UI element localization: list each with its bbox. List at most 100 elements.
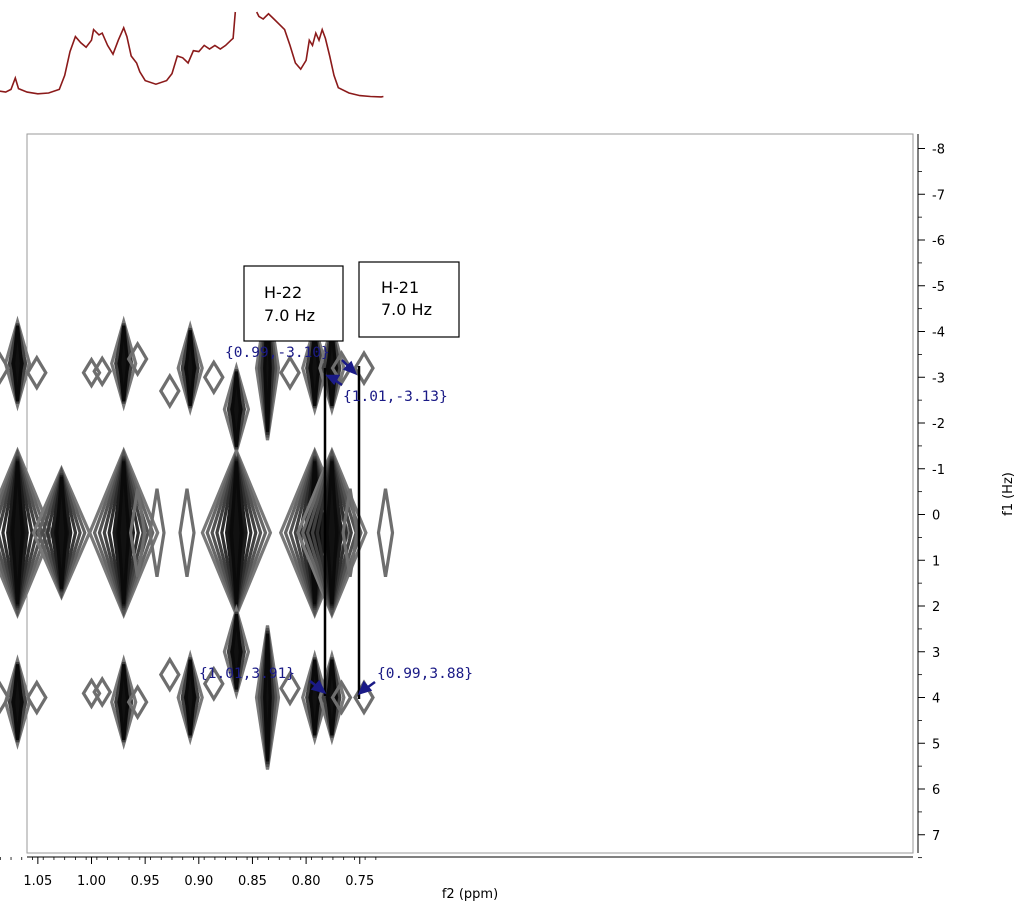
h21-label-box [358,261,460,338]
y-tick-label: -5 [932,280,945,295]
contour-ring [202,359,225,396]
assignment-overlay: H-22 7.0 Hz H-21 7.0 Hz {0.99,-3.10} {1.… [199,261,473,699]
contour-peak [257,298,278,438]
contour-multiplet [11,325,24,402]
y-tick-label: 1 [932,554,940,569]
contour-ring [126,684,149,721]
contour-multiplet [301,320,329,416]
contour-ring [330,679,353,716]
contour-ring [25,354,48,391]
contour-peak [92,675,113,709]
contour-peak [117,461,131,605]
y-tick-label: 3 [932,646,940,661]
contour-ring [178,488,196,578]
contour-multiplet [301,649,329,746]
contour-multiplet [3,654,32,750]
y-tick-label: 6 [932,783,940,798]
contour-multiplet [176,649,204,746]
contour-ring [376,488,395,578]
contour-ring [330,349,353,387]
y-tick-label: 5 [932,737,940,752]
y-tick-label: -8 [932,143,945,158]
contour-peak [1,457,34,609]
contour-ring [0,351,11,385]
y-tick-label: 2 [932,600,940,615]
contour-peak [10,461,24,605]
contour-ring [158,656,181,693]
contour-peak [315,457,349,609]
contour-ring [353,349,375,387]
plot-frame [26,133,914,854]
contour-peak [45,473,78,593]
x-tick-label: 1.00 [77,874,106,889]
y-tick-label: 0 [932,509,940,524]
contour-ring [279,354,301,391]
contour-peak [41,466,82,600]
x-tick-label: 0.75 [345,874,374,889]
x-tick-label: 0.90 [184,874,213,889]
contour-peak [107,457,140,609]
contour-multiplet [222,361,251,458]
contour-peak [0,455,39,610]
contour-multiplet [184,659,196,736]
contour-multiplet [230,371,243,448]
y-tick-label: -6 [932,234,945,249]
y-axis-title: f1 (Hz) [1001,472,1016,516]
contour-multiplet [309,330,321,407]
contour-peak [92,355,113,388]
annotation-3: {1.01,3.91} [199,666,295,682]
contour-ring [128,488,147,578]
contour-multiplet [110,315,138,412]
contour-peak [55,476,68,589]
contour-ring [279,670,301,707]
y-tick-label: 7 [932,829,940,844]
contour-multiplet [11,664,24,741]
contour-peak [254,625,281,770]
h22-label-box [243,265,344,342]
contour-multiplet [118,664,130,741]
annotation-4: {0.99,3.88} [377,666,473,682]
contour-peak [257,628,278,767]
contour-ring [148,488,166,578]
y-tick-label: -1 [932,463,945,478]
h21-label: H-21 [381,278,419,297]
h22-coupling-label: 7.0 Hz [264,306,315,325]
contour-peak [325,461,339,605]
annotation-arrows [309,359,376,695]
annot-arrowhead-1 [342,360,358,376]
contour-plot [0,295,395,770]
contour-peak [254,295,281,441]
contour-peak [263,633,272,762]
contour-multiplet [318,320,346,416]
y-tick-label: -2 [932,417,945,432]
contour-ring [25,679,48,716]
y-tick-label: -4 [932,326,945,341]
contour-peak [0,448,44,617]
annot-arrowhead-2 [325,374,341,386]
annotation-1: {0.99,-3.10} [225,345,330,361]
contour-ring [158,372,181,410]
contour-multiplet [110,654,138,750]
contour-multiplet [184,330,196,407]
contour-ring [341,488,359,578]
y-tick-label: -7 [932,188,945,203]
annotation-2: {1.01,-3.13} [343,389,448,405]
x-axis: 1.101.051.000.950.900.850.800.75 [0,856,913,889]
contour-multiplet [222,604,251,700]
h21-coupling-label: 7.0 Hz [381,300,432,319]
x-axis-title: f2 (ppm) [442,887,498,902]
contour-multiplet [3,315,32,412]
contour-ring [202,665,225,702]
y-tick-label: 4 [932,692,940,707]
x-tick-label: 0.85 [238,874,267,889]
annot-arrowhead-4 [357,680,373,695]
contour-multiplet [309,659,321,736]
contour-ring [0,680,11,715]
contour-ring [126,340,149,378]
projection-spectrum-trace [0,11,384,98]
x-tick-label: 0.95 [131,874,160,889]
y-axis: -8 -7 -6 -5 -4 -3 -2 -1 0 1 2 3 4 5 6 7 [917,134,945,859]
annot-arrowhead-3 [310,679,327,694]
h22-label: H-22 [264,283,302,302]
